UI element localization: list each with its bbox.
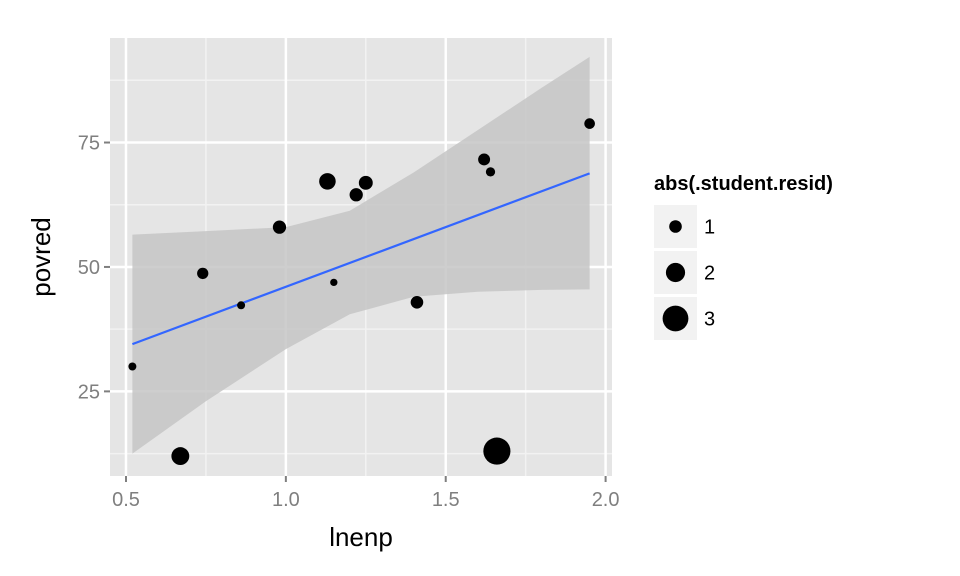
scatter-point [330, 278, 338, 287]
scatter-point [128, 362, 137, 371]
legend: abs(.student.resid) 1 2 3 [654, 173, 833, 340]
fit-line [131, 172, 591, 346]
x-tick-label: 0.5 [112, 489, 140, 511]
scatter-point [197, 267, 209, 280]
confidence-band [132, 56, 590, 454]
scatter-point [483, 437, 511, 465]
scatter-point [237, 301, 246, 310]
scatter-point [478, 153, 491, 166]
y-axis-ticks: 25 50 75 [78, 133, 110, 403]
legend-label: 2 [704, 263, 715, 285]
scatter-point [358, 175, 373, 190]
legend-key-point [665, 262, 686, 283]
scatter-point [349, 188, 363, 202]
data-points [128, 118, 595, 466]
scatter-point [171, 447, 190, 466]
scatter-point [584, 118, 595, 129]
y-axis-title: povred [26, 217, 56, 297]
legend-key-point [662, 305, 689, 332]
x-axis-title: lnenp [329, 522, 393, 552]
legend-label: 1 [704, 217, 715, 239]
legend-label: 3 [704, 309, 715, 331]
scatter-point [319, 173, 336, 190]
y-tick-label: 50 [78, 257, 100, 279]
scatter-point [272, 220, 287, 234]
scatter-point [410, 295, 424, 309]
scatter-point [485, 167, 496, 177]
legend-title: abs(.student.resid) [654, 173, 833, 195]
x-tick-label: 1.5 [432, 489, 460, 511]
legend-key-point [669, 220, 682, 233]
y-tick-label: 25 [78, 381, 100, 403]
x-tick-label: 2.0 [592, 489, 620, 511]
legend-keys: 1 2 3 [654, 205, 715, 340]
x-tick-label: 1.0 [272, 489, 300, 511]
x-axis-ticks: 0.5 1.0 1.5 2.0 [112, 476, 620, 511]
y-tick-label: 75 [78, 133, 100, 155]
